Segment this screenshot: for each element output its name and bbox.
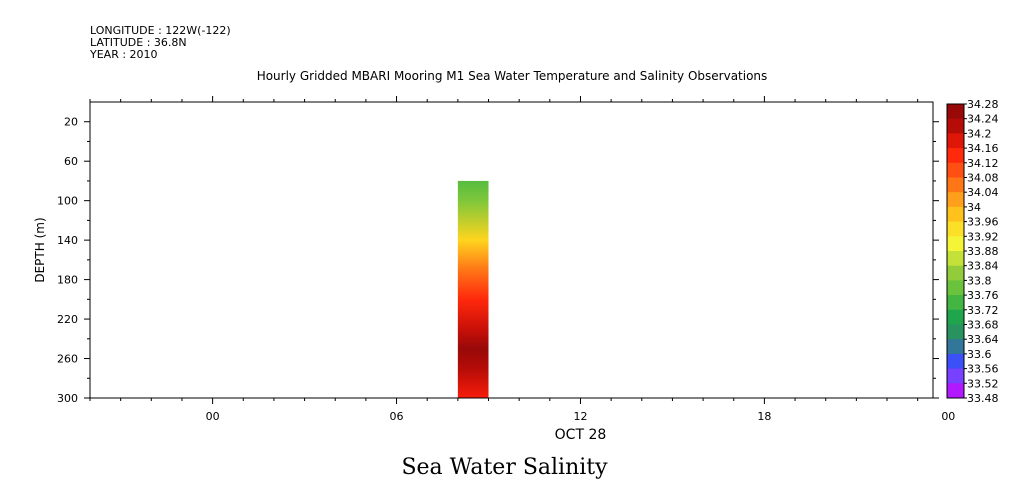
colorbar-label: 34.24: [967, 113, 999, 126]
colorbar-swatch: [947, 383, 964, 399]
colorbar-swatch: [947, 177, 964, 193]
colorbar-swatch: [947, 162, 964, 178]
y-tick-label: 140: [57, 234, 78, 247]
colorbar-swatch: [947, 133, 964, 149]
chart-title: Hourly Gridded MBARI Mooring M1 Sea Wate…: [257, 69, 768, 83]
colorbar-label: 34: [967, 201, 981, 214]
longitude-label: LONGITUDE : 122W(-122): [90, 24, 231, 37]
colorbar-swatch: [947, 309, 964, 325]
colorbar-label: 33.56: [967, 363, 999, 376]
colorbar-swatch: [947, 148, 964, 164]
salinity-block: [457, 180, 489, 398]
y-tick-label: 100: [57, 195, 78, 208]
colorbar-swatch: [947, 265, 964, 281]
colorbar-swatch: [947, 280, 964, 296]
y-tick-label: 180: [57, 274, 78, 287]
y-tick-label: 60: [64, 155, 78, 168]
colorbar-label: 34.04: [967, 186, 999, 199]
colorbar-label: 34.2: [967, 127, 992, 140]
colorbar-swatch: [947, 206, 964, 223]
colorbar-swatch: [947, 251, 964, 267]
plot-frame: [89, 101, 934, 399]
colorbar-swatch: [947, 353, 964, 370]
x-tick-label: 12: [573, 410, 587, 423]
colorbar-label: 33.64: [967, 333, 999, 346]
x-tick-label: 06: [390, 410, 404, 423]
chart-caption: Sea Water Salinity: [401, 455, 608, 480]
colorbar-swatch: [947, 295, 964, 311]
latitude-label: LATITUDE : 36.8N: [90, 36, 187, 49]
colorbar-swatch: [947, 324, 964, 340]
x-tick-label: 00: [941, 410, 955, 423]
y-tick-label: 220: [57, 313, 78, 326]
colorbar-label: 34.12: [967, 157, 999, 170]
colorbar-label: 33.48: [967, 392, 999, 405]
x-tick-label: 18: [757, 410, 771, 423]
colorbar-swatch: [947, 339, 964, 355]
colorbar-label: 33.6: [967, 348, 992, 361]
colorbar-swatch: [947, 221, 964, 237]
colorbar-swatch: [947, 236, 964, 252]
y-tick-label: 300: [57, 392, 78, 405]
colorbar-swatch: [947, 368, 964, 384]
y-axis-label: DEPTH (m): [33, 217, 47, 282]
colorbar-label: 34.28: [967, 98, 999, 111]
colorbar-label: 33.76: [967, 289, 999, 302]
colorbar-label: 33.52: [967, 377, 999, 390]
year-label: YEAR : 2010: [90, 48, 158, 61]
colorbar-swatch: [947, 104, 964, 120]
colorbar-label: 34.16: [967, 142, 999, 155]
colorbar-label: 33.84: [967, 260, 999, 273]
y-tick-label: 20: [64, 116, 78, 129]
colorbar-label: 34.08: [967, 172, 999, 185]
colorbar-label: 33.92: [967, 230, 999, 243]
colorbar-label: 33.8: [967, 274, 992, 287]
colorbar-label: 33.72: [967, 304, 999, 317]
y-tick-label: 260: [57, 353, 78, 366]
colorbar-label: 33.88: [967, 245, 999, 258]
colorbar-label: 33.68: [967, 319, 999, 332]
colorbar-label: 33.96: [967, 216, 999, 229]
x-tick-label: 00: [206, 410, 220, 423]
colorbar-swatch: [947, 118, 964, 134]
date-label: OCT 28: [555, 427, 607, 443]
colorbar-swatch: [947, 192, 964, 208]
